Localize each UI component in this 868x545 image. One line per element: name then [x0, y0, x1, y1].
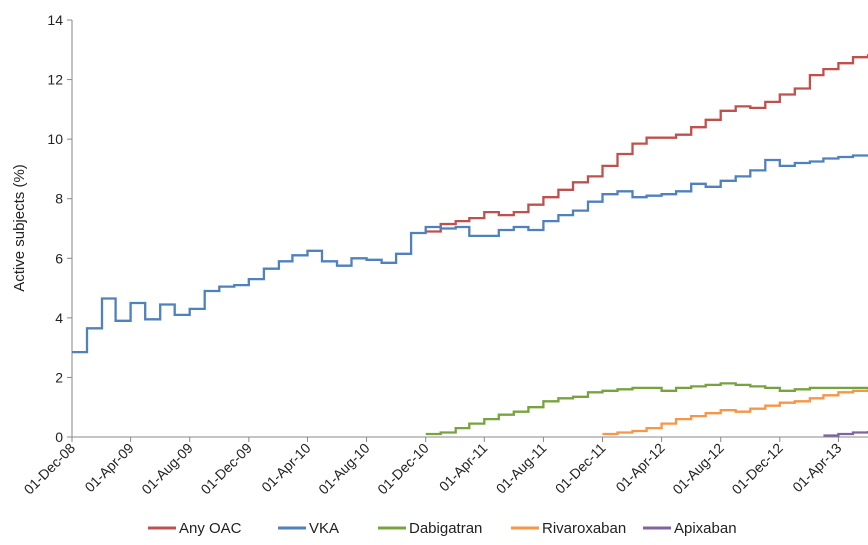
y-tick-label: 14: [47, 12, 63, 28]
series-line-rivaroxaban: [602, 389, 868, 436]
x-tick-label: 01-Apr-10: [258, 440, 313, 495]
x-tick-label: 01-Dec-09: [197, 440, 255, 498]
x-tick-label: 01-Dec-10: [374, 440, 432, 498]
y-tick-label: 0: [55, 429, 63, 445]
y-tick-label: 6: [55, 250, 63, 266]
y-axis-title: Active subjects (%): [11, 164, 28, 292]
y-tick-label: 12: [47, 72, 63, 88]
x-ticks: 01-Dec-08 01-Apr-09 01-Aug-09 01-Dec-09 01-A…: [21, 437, 845, 497]
y-tick-label: 10: [47, 131, 63, 147]
x-tick-label: 01-Aug-09: [138, 440, 196, 498]
legend: Any OAC VKA Dabigatran Rivaroxaban Apixaban: [148, 520, 737, 537]
x-tick-label: 01-Dec-11: [552, 440, 609, 497]
x-tick-label: 01-Apr-11: [436, 440, 491, 495]
x-tick-label: 01-Aug-11: [493, 440, 550, 497]
y-tick-label: 2: [55, 369, 63, 385]
x-tick-label: 01-Apr-12: [612, 440, 667, 495]
y-tick-label: 8: [55, 191, 63, 207]
x-tick-label: 01-Apr-13: [789, 440, 844, 495]
legend-label: Any OAC: [179, 520, 242, 537]
legend-label: Apixaban: [674, 520, 737, 537]
series-line-apixaban: [823, 431, 868, 437]
x-tick-label: 01-Aug-12: [669, 440, 727, 498]
y-tick-label: 4: [55, 310, 63, 326]
series-line-any-oac: [425, 54, 868, 233]
series-line-vka: [72, 154, 868, 354]
legend-label: VKA: [309, 520, 339, 537]
x-tick-label: 01-Dec-08: [21, 440, 79, 498]
series-group: [72, 54, 868, 437]
x-tick-label: 01-Apr-09: [81, 440, 136, 495]
legend-label: Rivaroxaban: [542, 520, 626, 537]
y-ticks: 0 2 4 6 8 10 12 14: [47, 12, 72, 445]
series-line-dabigatran: [425, 382, 868, 436]
x-tick-label: 01-Dec-12: [728, 440, 786, 498]
axes: [71, 20, 868, 438]
x-tick-label: 01-Aug-10: [315, 440, 373, 498]
legend-label: Dabigatran: [409, 520, 482, 537]
